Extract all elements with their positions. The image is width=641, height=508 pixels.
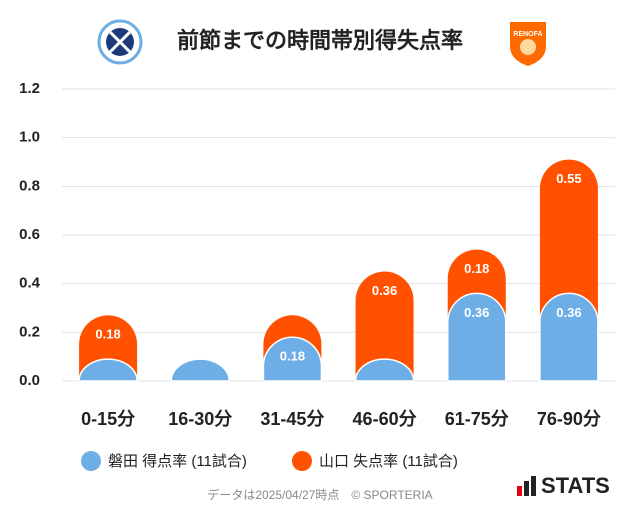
bar-segment [170, 358, 231, 382]
data-label: 0.18 [280, 349, 305, 364]
svg-text:RENOFA: RENOFA [513, 31, 542, 38]
x-tick-label: 76-90分 [537, 409, 601, 429]
source-note: データは2025/04/27時点 © SPORTERIA [207, 487, 432, 502]
data-label: 0.55 [556, 171, 581, 186]
x-tick-label: 31-45分 [260, 409, 324, 429]
x-tick-label: 46-60分 [353, 409, 417, 429]
y-tick-label: 0.0 [19, 372, 40, 389]
y-tick-label: 0.4 [19, 275, 41, 292]
y-tick-label: 1.2 [19, 80, 40, 97]
y-tick-label: 1.0 [19, 129, 40, 146]
legend: 磐田 得点率 (11試合) 山口 失点率 (11試合) [81, 451, 458, 471]
bar-segment [354, 358, 415, 382]
chart-title: 前節までの時間帯別得失点率 [177, 28, 463, 53]
home-logo [97, 19, 143, 65]
x-tick-label: 16-30分 [168, 409, 232, 429]
legend-label: 山口 失点率 (11試合) [319, 453, 458, 470]
brand-name: STATS [541, 473, 610, 498]
bar-segment [447, 292, 507, 382]
bar-segment [355, 271, 414, 381]
bar-segment [539, 292, 599, 382]
bar-segment [262, 336, 323, 382]
data-label: 0.36 [464, 305, 489, 320]
legend-swatch [81, 451, 101, 471]
data-label: 0.18 [95, 327, 120, 342]
data-label: 0.36 [372, 283, 397, 298]
y-tick-label: 0.6 [19, 226, 40, 243]
x-tick-label: 0-15分 [81, 409, 135, 429]
brand-logo: STATS [517, 473, 610, 498]
y-tick-label: 0.2 [19, 323, 40, 340]
y-tick-label: 0.8 [19, 177, 40, 194]
x-tick-label: 61-75分 [445, 409, 509, 429]
legend-swatch [292, 451, 312, 471]
legend-label: 磐田 得点率 (11試合) [108, 453, 247, 470]
away-logo: RENOFA [510, 22, 546, 66]
data-label: 0.18 [464, 261, 489, 276]
data-label: 0.36 [556, 305, 581, 320]
bar-segment [78, 358, 138, 382]
